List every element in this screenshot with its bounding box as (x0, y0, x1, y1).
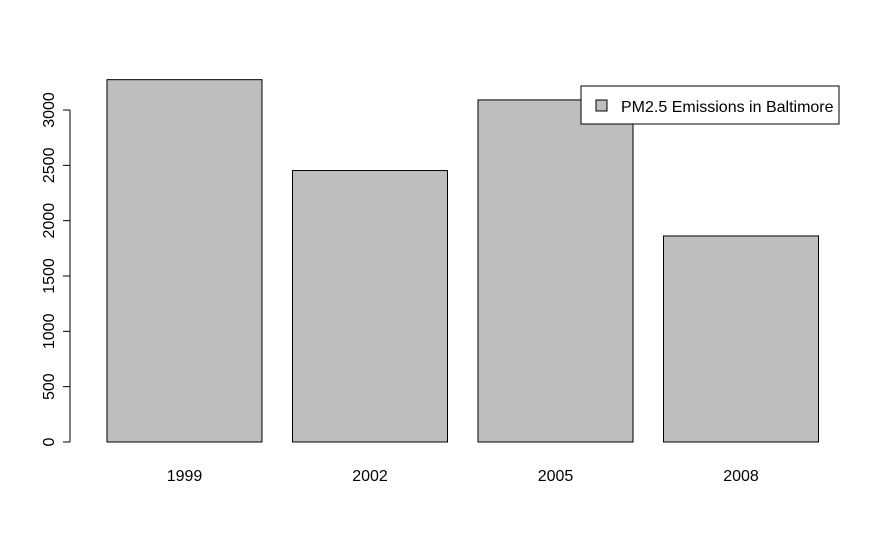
bars-group (106, 79, 819, 443)
legend: PM2.5 Emissions in Baltimore (580, 85, 840, 125)
y-tick-label: 500 (41, 373, 58, 400)
y-tick-label: 3000 (41, 92, 58, 128)
x-tick-label: 2005 (538, 468, 574, 485)
legend-swatch (595, 99, 608, 112)
y-tick-label: 1000 (41, 313, 58, 349)
bar-1999 (106, 79, 263, 443)
y-axis: 0 500 1000 1500 2000 2500 3000 (41, 92, 71, 446)
x-tick-label: 1999 (167, 468, 203, 485)
bar-2008 (663, 235, 819, 443)
x-tick-label: 2008 (723, 468, 759, 485)
legend-box (580, 85, 840, 125)
legend-entry-label: PM2.5 Emissions in Baltimore (621, 99, 834, 116)
y-tick-label: 2000 (41, 203, 58, 239)
x-axis-labels: 1999 2002 2005 2008 (167, 468, 759, 485)
x-tick-label: 2002 (352, 468, 388, 485)
y-tick-label: 0 (41, 437, 58, 446)
y-tick-label: 2500 (41, 147, 58, 183)
y-tick-label: 1500 (41, 258, 58, 294)
bar-2005 (477, 99, 634, 443)
bar-2002 (292, 170, 448, 443)
